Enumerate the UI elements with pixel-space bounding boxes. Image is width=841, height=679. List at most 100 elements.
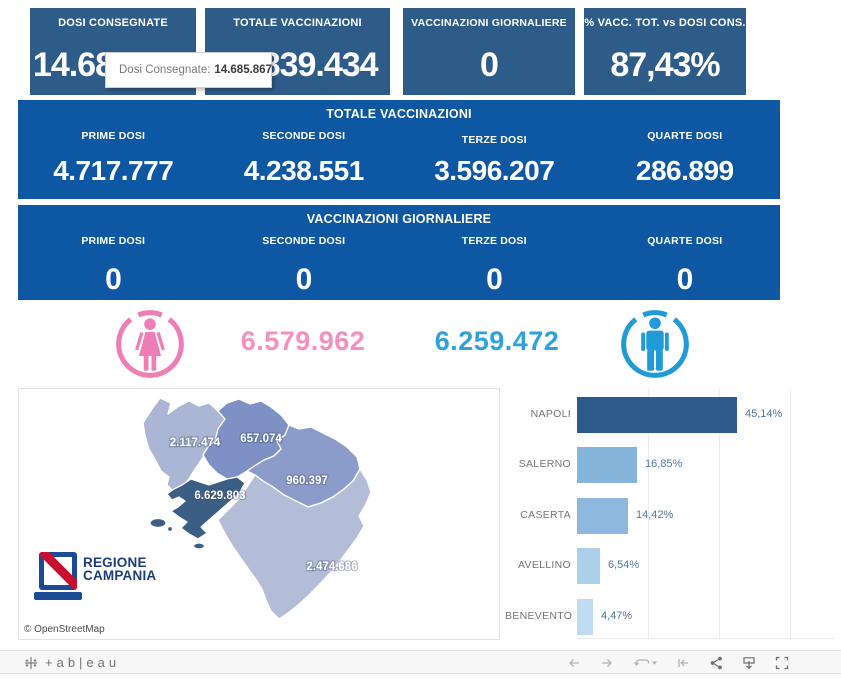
bar-benevento[interactable] [577,599,593,635]
map-island-capri[interactable] [192,542,206,550]
daily-col-seconde[interactable]: SECONDE DOSI 0 [209,226,400,297]
tableau-spark-icon [25,656,37,669]
logo-line1: REGIONE [83,555,147,570]
map-value-north: 657.074 [240,433,282,445]
kpi-label: % VACC. TOT. vs DOSI CONS. [584,17,746,29]
female-total: 6.579.962 [240,326,366,356]
x-axis-line [577,638,835,639]
replay-icon [633,659,657,667]
bar-row-salerno: SALERNO 16,85% [505,447,841,483]
regione-campania-logo: REGIONE CAMPANIA [34,552,156,600]
download-button[interactable] [740,654,758,672]
gridline [790,388,791,638]
bar-avellino[interactable] [577,548,600,584]
map-value-east: 960.397 [286,475,328,487]
revert-button[interactable] [674,654,692,672]
male-icon [620,308,690,380]
fullscreen-icon [775,656,789,670]
col-label: PRIME DOSI [81,130,146,142]
undo-button[interactable] [565,654,583,672]
replay-button[interactable] [631,654,659,672]
vaccinazioni-giornaliere-band: VACCINAZIONI GIORNALIERE PRIME DOSI 0 SE… [18,205,780,300]
col-value: 0 [676,263,694,296]
map-region-south[interactable] [217,468,372,620]
bar-value: 45,14% [745,408,783,420]
bar-napoli[interactable] [577,397,737,433]
kpi-value: 0 [480,46,499,84]
bar-row-napoli: NAPOLI 45,14% [505,397,841,433]
tableau-toolbar: +ab|eau [0,650,841,674]
col-value: 3.596.207 [434,155,555,186]
fullscreen-button[interactable] [773,654,791,672]
map-island-procida[interactable] [166,525,174,533]
campania-crest [39,552,77,590]
col-value: 0 [105,263,122,296]
campania-banner [34,592,82,600]
bar-salerno[interactable] [577,447,637,483]
bar-label: BENEVENTO [505,610,573,622]
total-col-quarte[interactable]: QUARTE DOSI 286.899 [590,121,781,187]
map-region-gulf-coast[interactable] [166,476,246,540]
gridline [719,388,720,638]
col-value: 0 [486,263,503,296]
tooltip-value: 14.685.867 [214,64,272,76]
redo-button[interactable] [598,654,616,672]
col-value: 4.717.777 [53,155,174,186]
map-value-northwest: 2.117.474 [170,437,221,449]
bar-label: AVELLINO [518,559,571,571]
daily-col-quarte[interactable]: QUARTE DOSI 0 [590,226,781,297]
province-bar-chart: NAPOLI 45,14% SALERNO 16,85% CASERTA 14,… [505,388,841,645]
bar-label: CASERTA [520,509,571,521]
redo-arrow-icon [602,659,612,667]
map-value-gulf-coast: 6.629.803 [194,490,245,502]
col-label: SECONDE DOSI [262,130,346,142]
total-col-prime[interactable]: PRIME DOSI 4.717.777 [18,121,209,187]
map-island-ischia[interactable] [149,517,167,529]
totale-vaccinazioni-band: TOTALE VACCINAZIONI PRIME DOSI 4.717.777… [18,100,780,199]
female-icon [115,308,185,380]
total-col-seconde[interactable]: SECONDE DOSI 4.238.551 [209,121,400,187]
map-value-south: 2.474.686 [306,561,357,573]
bar-value: 16,85% [645,458,683,470]
undo-arrow-icon [569,659,579,667]
share-icon [710,656,722,670]
band-title: VACCINAZIONI GIORNALIERE [306,212,492,226]
bar-label: NAPOLI [530,408,571,420]
kpi-label: DOSI CONSEGNATE [58,17,168,29]
campania-map: 2.117.474 657.074 960.397 6.629.803 2.47… [142,397,372,620]
kpi-label: VACCINAZIONI GIORNALIERE [411,17,567,29]
bar-row-benevento: BENEVENTO 4,47% [505,599,841,635]
gridline [648,388,649,638]
band-title: TOTALE VACCINAZIONI [326,107,472,121]
col-label: TERZE DOSI [461,134,527,146]
col-value: 286.899 [635,155,734,186]
tooltip-label: Dosi Consegnate: [119,64,211,76]
bar-caserta[interactable] [577,498,628,534]
col-label: PRIME DOSI [81,235,146,247]
col-label: QUARTE DOSI [647,130,723,142]
bar-label: SALERNO [518,458,571,470]
male-total: 6.259.472 [434,326,560,356]
col-label: TERZE DOSI [461,235,527,247]
share-button[interactable] [707,654,725,672]
col-label: SECONDE DOSI [262,235,346,247]
bar-value: 6,54% [608,559,640,571]
daily-col-terze[interactable]: TERZE DOSI 0 [399,226,590,297]
hover-tooltip: Dosi Consegnate: 14.685.867 [105,52,272,88]
tableau-logo[interactable]: +ab|eau [24,655,120,670]
bar-value: 14,42% [636,509,674,521]
col-value: 0 [295,263,313,296]
kpi-card-percentuale[interactable]: % VACC. TOT. vs DOSI CONS. 87,43% [584,8,746,95]
bar-row-avellino: AVELLINO 6,54% [505,548,841,584]
tableau-wordmark: +ab|eau [45,655,121,670]
total-col-terze[interactable]: TERZE DOSI 3.596.207 [399,121,590,187]
kpi-card-vaccinazioni-giornaliere[interactable]: VACCINAZIONI GIORNALIERE 0 [403,8,575,95]
kpi-value: 87,43% [610,46,720,84]
daily-col-prime[interactable]: PRIME DOSI 0 [18,226,209,297]
osm-attribution[interactable]: © OpenStreetMap [20,622,111,638]
download-icon [743,657,755,670]
bar-value: 4,47% [601,610,633,622]
col-value: 4.238.551 [243,155,365,186]
campania-map-panel: 2.117.474 657.074 960.397 6.629.803 2.47… [18,388,500,640]
kpi-label: TOTALE VACCINAZIONI [233,17,362,29]
